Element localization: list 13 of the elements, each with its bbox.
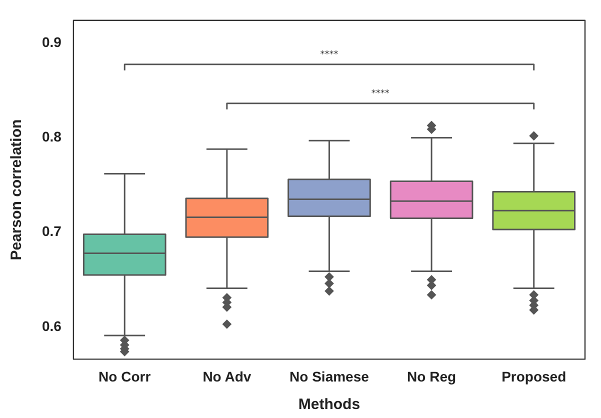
annotation: **** (320, 50, 339, 60)
y-axis-title: Pearson correlation (8, 119, 26, 260)
y-tick-label: 0.9 (42, 34, 62, 50)
y-tick-label: 0.6 (42, 318, 62, 334)
x-tick-label: No Corr (98, 368, 152, 384)
x-tick-label: No Reg (407, 368, 456, 384)
annotation: **** (371, 89, 390, 100)
y-tick-label: 0.7 (42, 223, 62, 240)
x-axis-title: Methods (298, 396, 360, 414)
x-tick-label: No Siamese (290, 368, 370, 384)
x-tick-label: Proposed (502, 368, 566, 384)
x-tick-label: No Adv (202, 368, 252, 384)
y-tick-label: 0.8 (42, 128, 62, 145)
